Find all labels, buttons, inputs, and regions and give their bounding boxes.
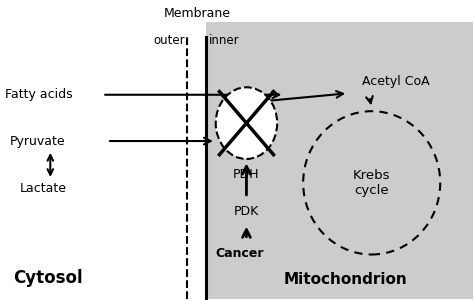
Text: Membrane: Membrane — [164, 7, 230, 20]
Text: Cytosol: Cytosol — [13, 269, 83, 287]
Text: outer: outer — [154, 34, 185, 46]
Text: Fatty acids: Fatty acids — [5, 88, 73, 101]
Bar — [206, 22, 474, 299]
Text: Lactate: Lactate — [19, 182, 67, 195]
Text: inner: inner — [209, 34, 239, 46]
Text: Pyruvate: Pyruvate — [10, 134, 66, 148]
Text: PDH: PDH — [233, 168, 260, 181]
Text: Cancer: Cancer — [215, 247, 264, 260]
Text: Krebs
cycle: Krebs cycle — [353, 169, 391, 197]
Text: Acetyl CoA: Acetyl CoA — [362, 75, 430, 88]
Text: PDK: PDK — [234, 205, 259, 218]
Ellipse shape — [216, 87, 277, 159]
Text: Mitochondrion: Mitochondrion — [284, 272, 408, 287]
